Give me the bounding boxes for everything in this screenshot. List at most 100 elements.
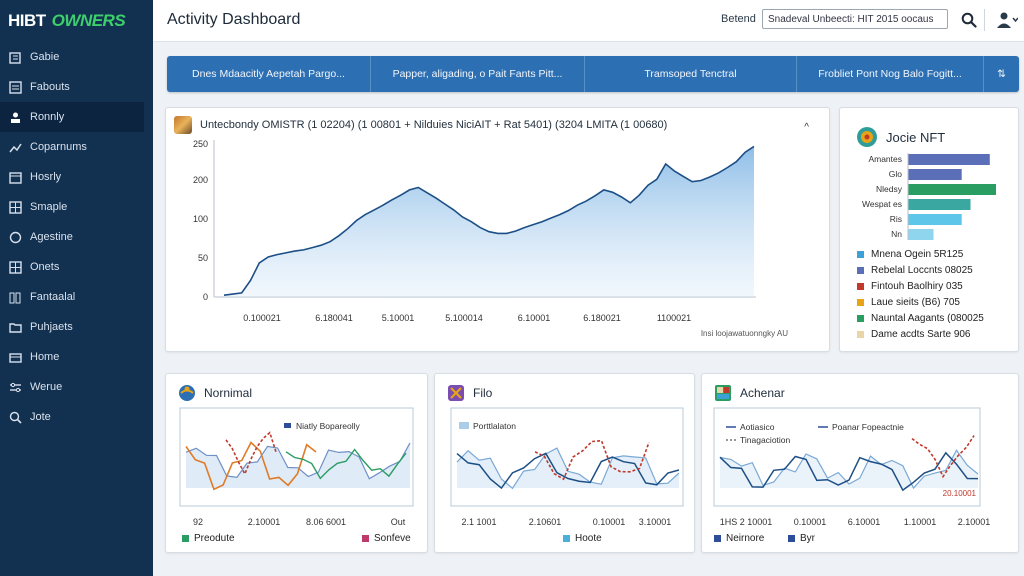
badge-icon: [448, 385, 464, 401]
tab-4[interactable]: Frobliet Pont Nog Balo Fogitt...: [797, 56, 984, 92]
sidebar-item-label: Puhjaets: [30, 321, 73, 333]
x-tick-label: 5.100014: [445, 313, 483, 323]
sidebar-item[interactable]: Jote: [0, 402, 153, 432]
tab-1[interactable]: Dnes Mdaacitly Aepetah Pargo...: [167, 56, 371, 92]
legend-label: Laue sieits (B6) 705: [871, 296, 960, 308]
tab-3[interactable]: Tramsoped Tenctral: [585, 56, 797, 92]
x-tick-label: 92: [193, 517, 203, 527]
logo-text: HIBT: [8, 11, 46, 30]
nft-summary-card: Jocie NFT Amantes Glo Nledsy Wespat es Ris Nn…: [839, 107, 1019, 352]
sidebar-item[interactable]: Hosrly: [0, 162, 153, 192]
legend-label: Preodute: [194, 533, 235, 544]
sidebar-item-label: Gabie: [30, 51, 60, 63]
sidebar-item[interactable]: Gabie: [0, 42, 153, 72]
sidebar-item-label: Werue: [30, 381, 63, 393]
bar-category-label: Amantes: [868, 154, 902, 164]
series-line: [911, 435, 975, 479]
sidebar-item[interactable]: Home: [0, 342, 153, 372]
sidebar-item[interactable]: Agestine: [0, 222, 153, 252]
mini-line-chart: 1HS 2 10001 0.10001 6.10001 1.10001 2.10001 A…: [713, 407, 990, 527]
legend-swatch: [857, 282, 864, 290]
sidebar-item[interactable]: Werue: [0, 372, 153, 402]
sort-toggle-button[interactable]: ⇅: [997, 68, 1006, 80]
sidebar-item-label: Hosrly: [30, 171, 62, 183]
sidebar-item-label: Onets: [30, 261, 60, 273]
legend-item: Nauntal Aagants (080025: [857, 310, 984, 326]
sidebar-item[interactable]: Fantaalal: [0, 282, 153, 312]
x-tick-label: 3.10001: [639, 517, 672, 527]
legend-swatch: [459, 422, 469, 429]
app-logo[interactable]: HIBT OWNERS: [0, 0, 153, 42]
home-icon: [8, 350, 22, 364]
mini-legend-item: Neirnore: [714, 533, 764, 544]
chart-icon: [8, 140, 22, 154]
search-button[interactable]: [959, 9, 979, 31]
mini-card-header: Filo: [447, 384, 492, 402]
series-area: [457, 448, 679, 489]
x-tick-label: 6.180021: [583, 313, 621, 323]
search-icon: [961, 12, 977, 28]
x-tick-label: 1.10001: [904, 517, 937, 527]
x-tick-label: 6.10001: [848, 517, 881, 527]
legend-label: Fintouh Baolhiry 035: [871, 280, 963, 292]
top-bar: Activity Dashboard Betend: [153, 0, 1024, 42]
collapse-button[interactable]: ^: [804, 122, 809, 133]
series-area: [186, 442, 410, 488]
legend-swatch: [857, 314, 864, 322]
search-label: Betend: [721, 13, 756, 25]
search-input[interactable]: [762, 9, 948, 29]
sidebar-item-label: Agestine: [30, 231, 73, 243]
nft-card-header: Jocie NFT: [856, 126, 945, 148]
page-title: Activity Dashboard: [167, 11, 301, 28]
series-line: [534, 439, 650, 481]
mini-card-title: Nornimal: [204, 386, 253, 400]
sidebar-item[interactable]: Ronnly: [0, 102, 144, 132]
mini-line-chart: 2.1 1001 2.10601 0.10001 3.10001 Porttlalato…: [450, 407, 684, 527]
x-tick-label: 1HS 2 10001: [720, 517, 773, 527]
mini-legend-item: Preodute: [182, 533, 235, 544]
grid-icon: [8, 200, 22, 214]
x-tick-label: 6.10001: [518, 313, 551, 323]
tab-2[interactable]: Papper, aligading, o Pait Fants Pitt...: [371, 56, 585, 92]
nft-legend: Mnena Ogein 5R125 Rebelal Loccnts 08025 Fi…: [857, 246, 984, 342]
mini-card-nornimal: Nornimal 92 2.10001 8.06 6001 Out Niatly Bop…: [165, 373, 428, 553]
sidebar-item-label: Coparnums: [30, 141, 87, 153]
series-label: Poanar Fopeactnie: [832, 422, 904, 432]
divider: [984, 9, 985, 31]
mini-card-title: Achenar: [740, 386, 785, 400]
sidebar-item-label: Jote: [30, 411, 51, 423]
legend-swatch: [857, 330, 864, 338]
sidebar-item[interactable]: Smaple: [0, 192, 153, 222]
nft-palette-icon: [857, 127, 877, 147]
mini-card-title: Filo: [473, 386, 493, 400]
y-tick-label: 250: [193, 139, 208, 149]
chart-annotation: 20.10001: [943, 489, 977, 498]
sidebar-item[interactable]: Puhjaets: [0, 312, 153, 342]
x-tick-label: 0.100021: [243, 313, 281, 323]
sidebar-item[interactable]: Coparnums: [0, 132, 153, 162]
bar-category-label: Ris: [890, 214, 902, 224]
sidebar-nav: Gabie Fabouts Ronnly Coparnums Hosrly Smaple A…: [0, 42, 153, 432]
mini-legend-item: Hoote: [563, 533, 602, 544]
legend-label: Neirnore: [726, 533, 765, 544]
sidebar-item[interactable]: Fabouts: [0, 72, 153, 102]
calendar-icon: [8, 170, 22, 184]
user-menu-button[interactable]: [993, 9, 1021, 31]
plot-frame: [713, 407, 981, 507]
x-tick-label: 6.180041: [315, 313, 353, 323]
bar-category-label: Nn: [891, 229, 902, 239]
legend-swatch: [182, 535, 189, 542]
series-line: [185, 441, 317, 491]
sidebar-item-label: Home: [30, 351, 60, 363]
mini-legend-item: Sonfeve: [362, 533, 411, 544]
mini-legend-item: Byr: [788, 533, 815, 544]
nft-bar-chart: Amantes Glo Nledsy Wespat es Ris Nn: [862, 153, 996, 240]
x-tick-label: 2.10601: [529, 517, 562, 527]
legend-item: Mnena Ogein 5R125: [857, 246, 984, 262]
sidebar-item[interactable]: Onets: [0, 252, 153, 282]
y-tick-label: 100: [193, 214, 208, 224]
legend-swatch: [714, 535, 721, 542]
y-tick-label: 0: [203, 292, 208, 302]
wallet-icon: [8, 50, 22, 64]
mini-card-filo: Filo 2.1 1001 2.10601 0.10001 3.10001 Porttl…: [434, 373, 695, 553]
